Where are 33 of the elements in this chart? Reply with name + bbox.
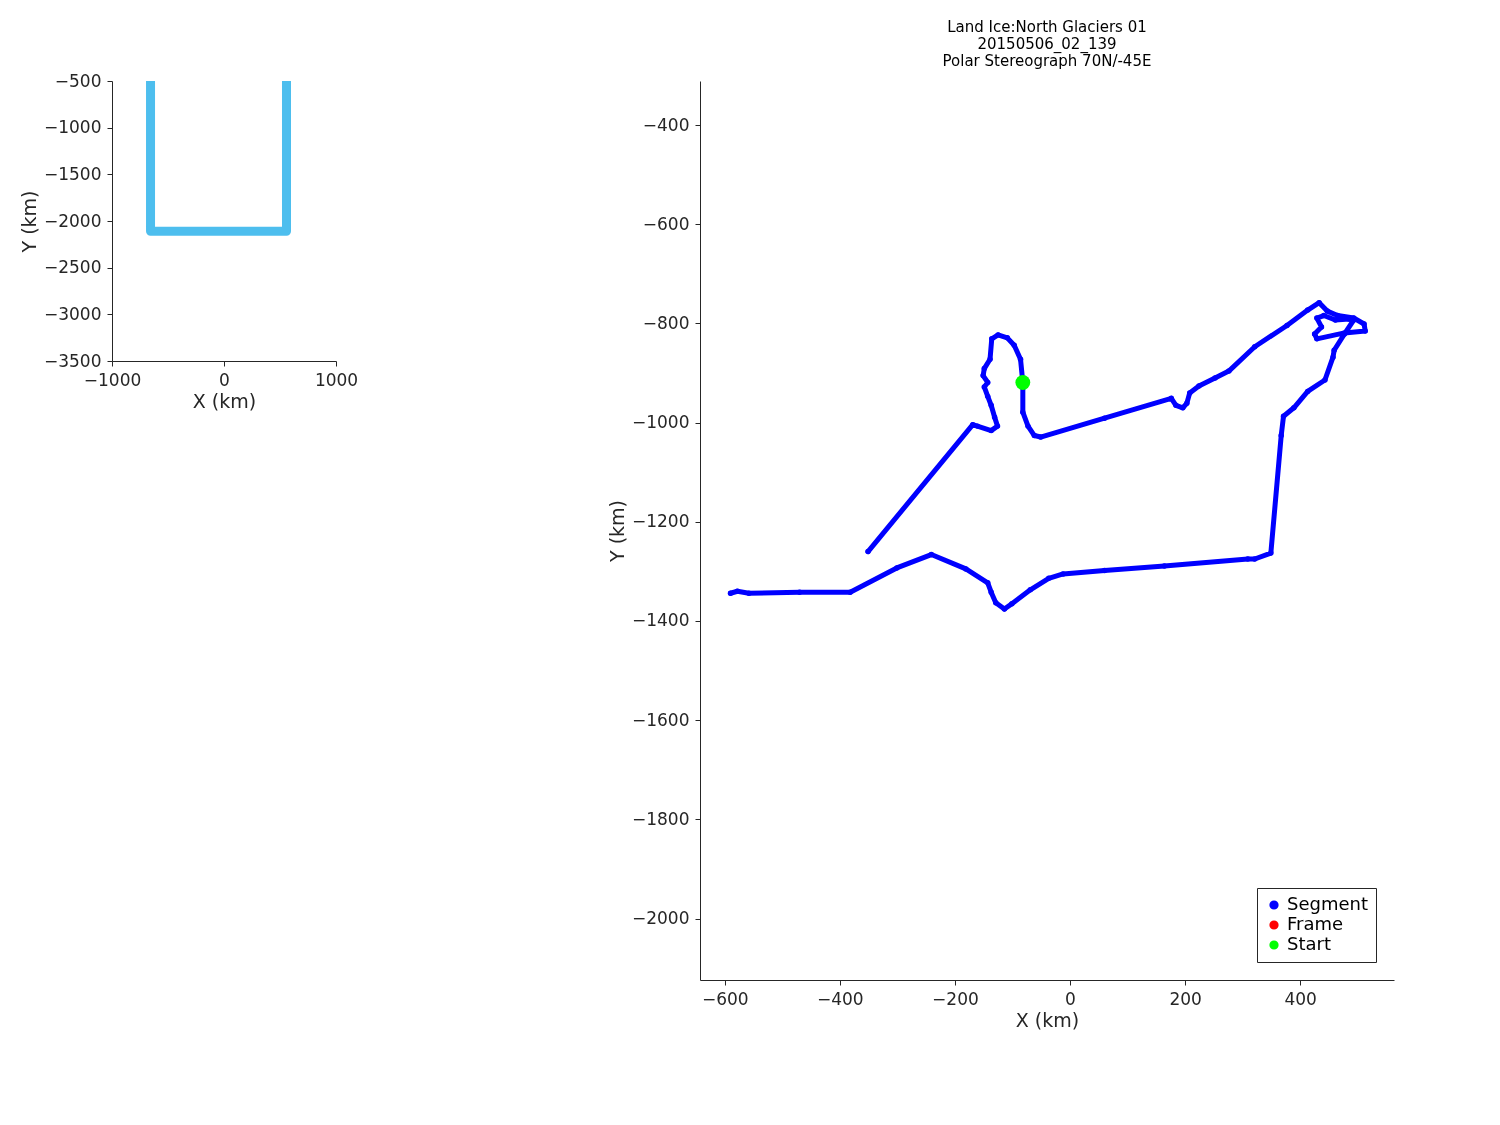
x-tick-label: 400 <box>1284 988 1317 1009</box>
x-tick-label: 0 <box>219 369 230 390</box>
x-tick-label: 1000 <box>314 369 359 390</box>
y-tick-label: −1800 <box>631 808 690 829</box>
x-axis-title: X (km) <box>192 389 257 412</box>
y-tick-label: −1200 <box>631 511 690 532</box>
y-tick-label: −2000 <box>631 908 690 929</box>
y-tick-label: −1400 <box>631 610 690 631</box>
y-tick-label: −500 <box>54 70 102 91</box>
x-tick-label: −200 <box>932 988 979 1009</box>
x-tick-label: 200 <box>1169 988 1202 1009</box>
y-tick-label: −2500 <box>43 257 102 278</box>
y-tick-label: −3500 <box>43 350 102 371</box>
y-axis-title: Y (km) <box>17 190 40 254</box>
y-tick-label: −1600 <box>631 709 690 730</box>
y-tick-label: −1000 <box>43 117 102 138</box>
y-tick-label: −3000 <box>43 303 102 324</box>
y-tick-label: −1500 <box>43 163 102 184</box>
y-tick-label: −800 <box>642 312 690 333</box>
x-tick-label: 0 <box>1065 988 1076 1009</box>
legend-label: Segment <box>1287 893 1368 914</box>
y-tick-label: −400 <box>642 114 690 135</box>
legend-label: Frame <box>1287 913 1344 934</box>
y-tick-label: −1000 <box>631 412 690 433</box>
x-tick-label: −1000 <box>83 369 142 390</box>
legend-label: Start <box>1287 933 1331 954</box>
x-tick-label: −400 <box>816 988 864 1009</box>
x-tick-label: −600 <box>701 988 749 1009</box>
x-axis-title: X (km) <box>1015 1008 1080 1031</box>
chart-title: Land Ice:North Glaciers 01 20150506_02_139 Polar Stereograph 70N/-45E <box>942 18 1152 70</box>
y-tick-label: −2000 <box>43 210 102 231</box>
y-axis-title: Y (km) <box>605 500 628 563</box>
y-tick-label: −600 <box>642 213 690 234</box>
